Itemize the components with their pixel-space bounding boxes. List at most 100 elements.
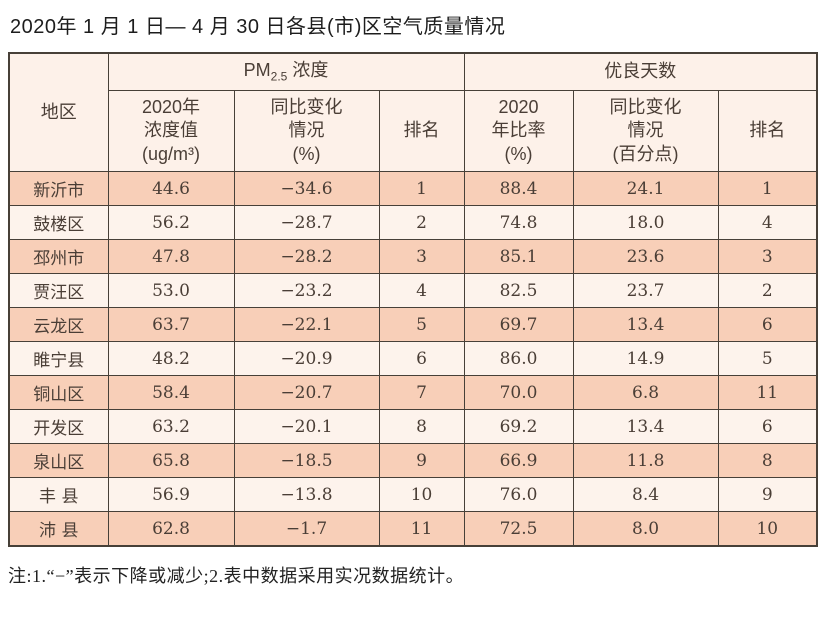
cell-pm-rank: 4 — [378, 273, 465, 308]
cell-pm-rank: 9 — [378, 443, 465, 478]
cell-pm-rank: 1 — [378, 171, 465, 206]
cell-good-rate: 69.2 — [463, 409, 574, 444]
cell-pm-value: 47.8 — [107, 239, 235, 274]
table-row: 沛 县 62.8 −1.7 11 72.5 8.0 10 — [8, 511, 818, 547]
cell-region: 沛 县 — [8, 511, 109, 547]
cell-good-rank: 5 — [717, 341, 818, 376]
table-row: 铜山区 58.4 −20.7 7 70.0 6.8 11 — [8, 375, 818, 410]
table-header: 地区 PM2.5 浓度 优良天数 2020年 浓度值 (ug/m³) 同比变化 … — [8, 52, 818, 172]
cell-pm-value: 53.0 — [107, 273, 235, 308]
cell-good-rate: 85.1 — [463, 239, 574, 274]
cell-pm-rank: 8 — [378, 409, 465, 444]
cell-pm-change: −34.6 — [233, 171, 380, 206]
cell-good-rank: 6 — [717, 307, 818, 342]
cell-region: 云龙区 — [8, 307, 109, 342]
footnote: 注:1.“−”表示下降或减少;2.表中数据采用实况数据统计。 — [8, 566, 465, 586]
header-group-pm25: PM2.5 浓度 — [107, 52, 465, 91]
cell-pm-value: 56.2 — [107, 205, 235, 240]
cell-pm-value: 56.9 — [107, 477, 235, 512]
table-row: 贾汪区 53.0 −23.2 4 82.5 23.7 2 — [8, 273, 818, 308]
cell-region: 新沂市 — [8, 171, 109, 206]
cell-pm-change: −20.9 — [233, 341, 380, 376]
header-group-row: 地区 PM2.5 浓度 优良天数 — [8, 52, 818, 172]
cell-region: 丰 县 — [8, 477, 109, 512]
cell-good-rank: 9 — [717, 477, 818, 512]
header-good-change: 同比变化 情况 (百分点) — [572, 90, 719, 172]
cell-region: 泉山区 — [8, 443, 109, 478]
cell-good-change: 8.0 — [572, 511, 719, 547]
cell-pm-rank: 5 — [378, 307, 465, 342]
cell-good-rate: 82.5 — [463, 273, 574, 308]
table-row: 云龙区 63.7 −22.1 5 69.7 13.4 6 — [8, 307, 818, 342]
cell-good-rank: 1 — [717, 171, 818, 206]
cell-region: 贾汪区 — [8, 273, 109, 308]
cell-good-rank: 3 — [717, 239, 818, 274]
cell-pm-change: −20.7 — [233, 375, 380, 410]
cell-good-rank: 10 — [717, 511, 818, 547]
table-row: 泉山区 65.8 −18.5 9 66.9 11.8 8 — [8, 443, 818, 478]
header-pm-value: 2020年 浓度值 (ug/m³) — [107, 90, 235, 172]
cell-good-rate: 69.7 — [463, 307, 574, 342]
table-row: 新沂市 44.6 −34.6 1 88.4 24.1 1 — [8, 171, 818, 206]
pm25-label-suffix: 浓度 — [287, 59, 329, 80]
cell-good-rate: 72.5 — [463, 511, 574, 547]
header-pm-change: 同比变化 情况 (%) — [233, 90, 380, 172]
cell-good-change: 18.0 — [572, 205, 719, 240]
cell-pm-rank: 6 — [378, 341, 465, 376]
cell-pm-rank: 10 — [378, 477, 465, 512]
table-row: 邳州市 47.8 −28.2 3 85.1 23.6 3 — [8, 239, 818, 274]
cell-good-change: 23.7 — [572, 273, 719, 308]
cell-good-rank: 11 — [717, 375, 818, 410]
cell-pm-change: −13.8 — [233, 477, 380, 512]
header-good-rank: 排名 — [717, 90, 818, 172]
cell-pm-rank: 11 — [378, 511, 465, 547]
table-body: 新沂市 44.6 −34.6 1 88.4 24.1 1 鼓楼区 56.2 −2… — [8, 171, 818, 547]
cell-region: 邳州市 — [8, 239, 109, 274]
table-row: 丰 县 56.9 −13.8 10 76.0 8.4 9 — [8, 477, 818, 512]
cell-pm-change: −22.1 — [233, 307, 380, 342]
cell-pm-rank: 2 — [378, 205, 465, 240]
cell-good-rate: 76.0 — [463, 477, 574, 512]
pm25-label-subscript: 2.5 — [270, 69, 288, 84]
cell-good-rate: 86.0 — [463, 341, 574, 376]
cell-pm-value: 62.8 — [107, 511, 235, 547]
header-sub-row: 2020年 浓度值 (ug/m³) 同比变化 情况 (%) 排名 2020 年比… — [9, 90, 818, 172]
cell-good-change: 11.8 — [572, 443, 719, 478]
cell-region: 铜山区 — [8, 375, 109, 410]
cell-good-change: 6.8 — [572, 375, 719, 410]
cell-pm-change: −28.7 — [233, 205, 380, 240]
cell-pm-value: 65.8 — [107, 443, 235, 478]
cell-pm-change: −23.2 — [233, 273, 380, 308]
table-row: 睢宁县 48.2 −20.9 6 86.0 14.9 5 — [8, 341, 818, 376]
cell-pm-change: −28.2 — [233, 239, 380, 274]
cell-good-rank: 4 — [717, 205, 818, 240]
cell-pm-value: 63.7 — [107, 307, 235, 342]
cell-good-change: 13.4 — [572, 307, 719, 342]
air-quality-table: 地区 PM2.5 浓度 优良天数 2020年 浓度值 (ug/m³) 同比变化 … — [8, 52, 819, 547]
pm25-label-prefix: PM — [243, 59, 271, 80]
header-group-good-days: 优良天数 — [463, 52, 818, 91]
cell-good-rate: 70.0 — [463, 375, 574, 410]
cell-pm-change: −1.7 — [233, 511, 380, 547]
cell-good-rate: 74.8 — [463, 205, 574, 240]
page-title: 2020年 1 月 1 日— 4 月 30 日各县(市)区空气质量情况 — [10, 16, 506, 38]
cell-pm-value: 48.2 — [107, 341, 235, 376]
cell-region: 开发区 — [8, 409, 109, 444]
cell-pm-change: −18.5 — [233, 443, 380, 478]
header-region: 地区 — [8, 52, 109, 172]
cell-good-change: 24.1 — [572, 171, 719, 206]
header-pm-rank: 排名 — [378, 90, 465, 172]
cell-good-change: 14.9 — [572, 341, 719, 376]
cell-good-rate: 66.9 — [463, 443, 574, 478]
cell-good-change: 23.6 — [572, 239, 719, 274]
cell-pm-value: 44.6 — [107, 171, 235, 206]
cell-pm-value: 58.4 — [107, 375, 235, 410]
table-row: 开发区 63.2 −20.1 8 69.2 13.4 6 — [8, 409, 818, 444]
cell-good-rank: 6 — [717, 409, 818, 444]
cell-good-change: 8.4 — [572, 477, 719, 512]
cell-pm-value: 63.2 — [107, 409, 235, 444]
cell-good-change: 13.4 — [572, 409, 719, 444]
cell-region: 睢宁县 — [8, 341, 109, 376]
cell-region: 鼓楼区 — [8, 205, 109, 240]
cell-good-rank: 2 — [717, 273, 818, 308]
